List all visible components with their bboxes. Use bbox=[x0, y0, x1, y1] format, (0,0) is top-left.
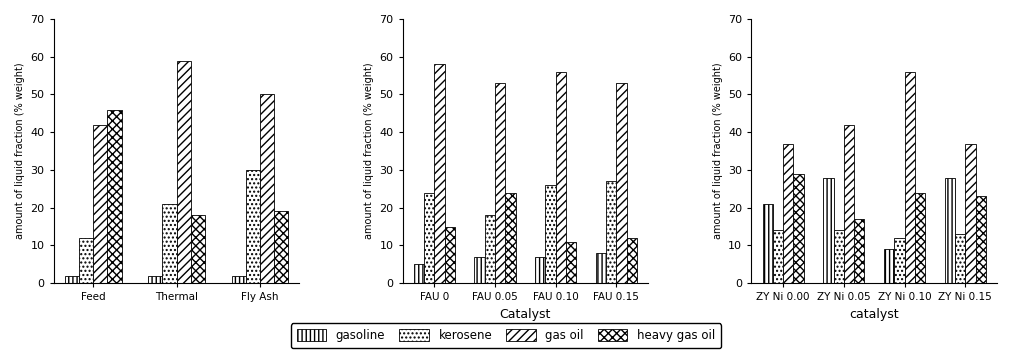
Bar bbox=[943, 177, 954, 283]
Bar bbox=[232, 276, 246, 283]
Legend: gasoline, kerosene, gas oil, heavy gas oil: gasoline, kerosene, gas oil, heavy gas o… bbox=[290, 323, 721, 348]
Bar bbox=[176, 61, 190, 283]
Bar bbox=[274, 211, 288, 283]
Bar bbox=[853, 219, 863, 283]
X-axis label: Catalyst: Catalyst bbox=[499, 308, 551, 321]
Bar bbox=[93, 125, 107, 283]
Bar bbox=[894, 238, 904, 283]
Bar bbox=[260, 95, 274, 283]
Bar bbox=[444, 227, 455, 283]
X-axis label: catalyst: catalyst bbox=[848, 308, 898, 321]
Bar bbox=[606, 181, 616, 283]
Bar bbox=[494, 83, 504, 283]
Bar bbox=[822, 177, 833, 283]
Bar bbox=[535, 257, 545, 283]
Bar bbox=[783, 144, 793, 283]
Bar bbox=[975, 196, 985, 283]
Y-axis label: amount of liquid fraction (% weight): amount of liquid fraction (% weight) bbox=[712, 63, 722, 239]
Bar bbox=[616, 83, 626, 283]
Y-axis label: amount of liquid fraction (% weight): amount of liquid fraction (% weight) bbox=[364, 63, 373, 239]
Bar bbox=[162, 204, 176, 283]
Bar bbox=[504, 193, 516, 283]
Bar bbox=[914, 193, 924, 283]
Bar bbox=[148, 276, 162, 283]
Bar bbox=[413, 264, 424, 283]
Bar bbox=[964, 144, 975, 283]
Bar bbox=[793, 174, 803, 283]
Bar bbox=[555, 72, 565, 283]
Bar bbox=[246, 170, 260, 283]
Bar bbox=[434, 64, 444, 283]
Bar bbox=[107, 110, 121, 283]
Bar bbox=[595, 253, 606, 283]
Bar bbox=[843, 125, 853, 283]
Bar bbox=[565, 242, 575, 283]
Bar bbox=[904, 72, 914, 283]
Bar bbox=[833, 230, 843, 283]
Bar bbox=[545, 185, 555, 283]
Bar bbox=[65, 276, 79, 283]
Bar bbox=[761, 204, 772, 283]
Y-axis label: amount of liquid fraction (% weight): amount of liquid fraction (% weight) bbox=[15, 63, 25, 239]
Bar bbox=[484, 215, 494, 283]
Bar bbox=[772, 230, 783, 283]
Bar bbox=[424, 193, 434, 283]
Bar bbox=[79, 238, 93, 283]
Bar bbox=[883, 249, 894, 283]
Bar bbox=[190, 215, 204, 283]
Bar bbox=[626, 238, 636, 283]
Bar bbox=[954, 234, 964, 283]
Bar bbox=[474, 257, 484, 283]
